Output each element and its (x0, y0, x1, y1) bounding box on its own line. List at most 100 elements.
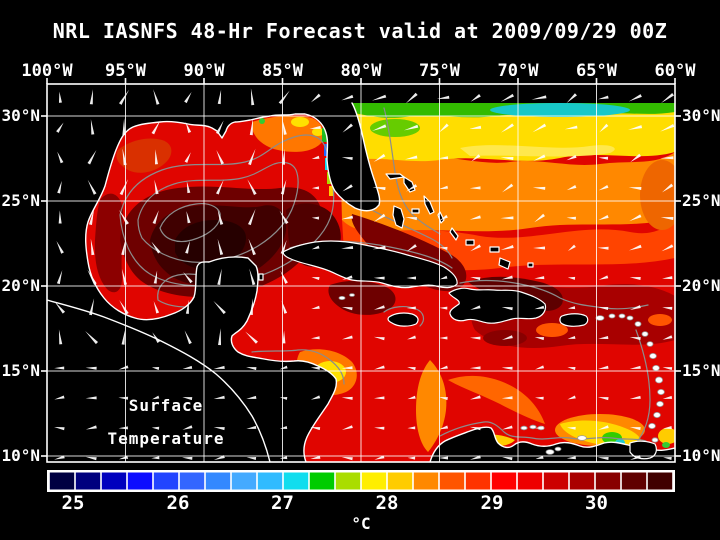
wind-vector-arrow (567, 244, 576, 252)
wind-vector-arrow (662, 183, 674, 193)
wind-vector-arrow (311, 336, 320, 340)
wind-vector-arrow (567, 306, 576, 310)
wind-vector-arrow (341, 366, 353, 370)
wind-vector-arrow (534, 276, 545, 280)
wind-vector-arrow (567, 426, 576, 430)
wind-vector-arrow (534, 337, 545, 341)
wind-vector-arrow (630, 153, 642, 163)
island-hispaniola (448, 287, 547, 324)
wind-vector-arrow (374, 365, 385, 370)
colorbar-segment (595, 472, 621, 490)
wind-vector-arrow (246, 395, 257, 399)
wind-vector-arrow (628, 244, 642, 251)
wind-vector-arrow (279, 426, 288, 429)
wind-vector-arrow (278, 90, 290, 105)
wind-vector-arrow (310, 93, 321, 103)
wind-vector-arrow (439, 275, 448, 280)
top-axis-label-60w: 60°W (655, 61, 697, 81)
left-axis-label-15n: 15°N (1, 361, 40, 380)
top-axis-label-85w: 85°W (262, 61, 304, 81)
wind-vector-arrow (407, 395, 416, 400)
wind-vector-arrow (89, 89, 93, 105)
colorbar-label-29: 29 (481, 492, 504, 514)
wind-vector-arrow (218, 328, 222, 346)
colorbar-segment (257, 472, 283, 490)
colorbar-segment (75, 472, 101, 490)
wind-vector-arrow (151, 366, 160, 370)
wind-vector-arrow (662, 395, 673, 399)
wind-vector-arrow (535, 455, 544, 460)
wind-vector-arrow (439, 336, 448, 340)
island-jamaica (387, 312, 419, 327)
colorbar-segment (491, 472, 517, 490)
wind-vector-arrow (311, 305, 320, 310)
wind-vector-arrow (57, 151, 64, 164)
wind-vector-arrow (249, 298, 253, 316)
colorbar-segment (543, 472, 569, 490)
wind-vector-arrow (438, 156, 449, 160)
wind-vector-arrow (598, 275, 609, 280)
wind-vector-arrow (282, 330, 286, 344)
wind-vector-arrow (54, 301, 66, 314)
wind-vector-arrow (566, 216, 576, 220)
wind-vector-arrow (660, 217, 674, 221)
wind-vector-arrow (215, 179, 224, 195)
wind-vector-arrow (216, 149, 225, 165)
wind-vector-arrow (502, 183, 514, 193)
wind-vector-arrow (250, 88, 255, 106)
colorbar-segment (413, 472, 439, 490)
wind-vector-arrow (119, 89, 130, 105)
wind-vector-arrow (281, 148, 285, 165)
wind-vector-arrow (534, 213, 545, 223)
colorbar-segment (231, 472, 257, 490)
wind-vector-arrow (186, 211, 191, 224)
wind-vector-arrow (597, 397, 609, 401)
colorbar-segment (439, 472, 465, 490)
colorbar-segment (621, 472, 647, 490)
wind-vector-arrow (533, 154, 546, 161)
wind-vector-arrow (662, 276, 673, 280)
wind-vector-arrow (246, 367, 257, 371)
wind-vector-arrow (660, 156, 674, 160)
colorbar-segment (309, 472, 335, 490)
wind-vector-arrow (598, 156, 609, 160)
wind-vector-arrow (311, 216, 320, 220)
wind-vector-arrow (215, 120, 224, 135)
wind-vector-arrow (185, 240, 190, 254)
left-axis-label-30n: 30°N (1, 106, 40, 125)
left-axis-label-25n: 25°N (1, 191, 40, 210)
wind-vector-arrow (213, 395, 225, 400)
wind-vector-arrow (566, 185, 577, 191)
wind-vector-arrow (90, 238, 95, 256)
annotation-surface: Surface (129, 396, 203, 415)
wind-vector-arrow (403, 124, 419, 131)
wind-vector-arrow (407, 426, 416, 430)
wind-vector-arrow (151, 456, 160, 460)
wind-vector-arrow (342, 123, 353, 133)
wind-vector-arrow (439, 214, 448, 221)
wind-vector-arrow (534, 305, 545, 310)
wind-vector-arrow (629, 305, 641, 310)
wind-vectors (54, 88, 675, 461)
colorbar-segment (153, 472, 179, 490)
wind-vector-arrow (213, 455, 225, 460)
wind-vector-arrow (153, 301, 160, 314)
wind-vector-arrow (341, 396, 353, 400)
wind-vector-arrow (54, 366, 65, 370)
wind-vector-arrow (118, 396, 129, 400)
wind-vector-arrow (186, 181, 191, 194)
wind-vector-arrow (501, 335, 513, 340)
right-axis-label-30n: 30°N (682, 106, 720, 125)
wind-vector-arrow (85, 396, 97, 400)
wind-vector-arrow (311, 277, 320, 281)
colorbar-segment (517, 472, 543, 490)
wind-vector-arrow (118, 365, 129, 370)
right-axis-label-15n: 15°N (682, 361, 720, 380)
colorbar-segment (647, 472, 673, 490)
colorbar-segment (101, 472, 127, 490)
wind-vector-arrow (279, 365, 288, 370)
wind-vector-arrow (564, 125, 578, 130)
wind-vector-arrow (598, 307, 609, 310)
wind-vector-arrow (438, 397, 448, 401)
wind-vector-arrow (85, 366, 97, 370)
